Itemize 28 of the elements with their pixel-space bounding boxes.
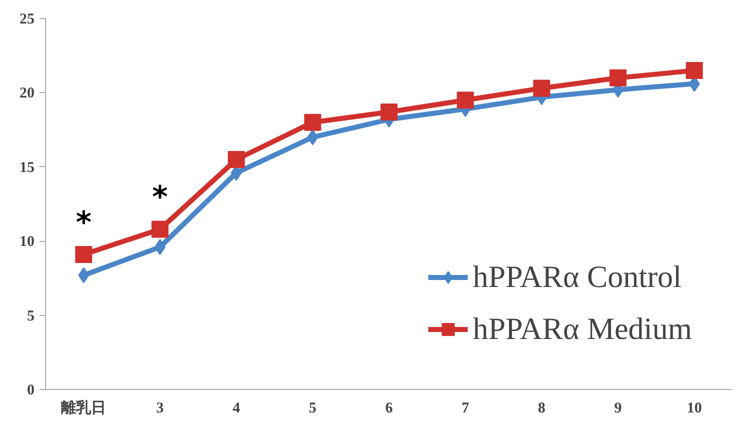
- point: [380, 103, 398, 120]
- x-tick-label: 4: [232, 400, 241, 416]
- point: [75, 246, 92, 263]
- x-tick-label: 3: [156, 400, 164, 416]
- y-tick-label: 10: [20, 234, 34, 250]
- point: [228, 150, 245, 168]
- point: [610, 69, 626, 86]
- legend-label: hPPARα Control: [472, 258, 682, 296]
- x-tick-label: 10: [686, 400, 702, 416]
- point: [686, 62, 703, 79]
- x-tick-label: 7: [462, 400, 470, 416]
- x-tick-label: 9: [614, 400, 622, 416]
- y-tick-label: 20: [20, 86, 34, 102]
- point: [533, 80, 550, 97]
- annotation: *: [152, 180, 168, 216]
- y-tick-label: 25: [20, 12, 34, 28]
- y-tick-label: 15: [20, 160, 34, 176]
- annotation: *: [76, 205, 92, 240]
- x-tick-label: 6: [385, 400, 394, 416]
- x-tick-label: 5: [308, 400, 316, 416]
- y-tick-label: 0: [27, 382, 34, 398]
- point: [456, 92, 474, 109]
- legend-label: hPPARα Medium: [472, 310, 692, 348]
- point: [304, 114, 322, 131]
- x-tick-label: 離乳日: [60, 400, 106, 416]
- y-tick-label: 5: [27, 308, 34, 324]
- point: [152, 220, 168, 238]
- x-tick-label: 8: [538, 400, 546, 416]
